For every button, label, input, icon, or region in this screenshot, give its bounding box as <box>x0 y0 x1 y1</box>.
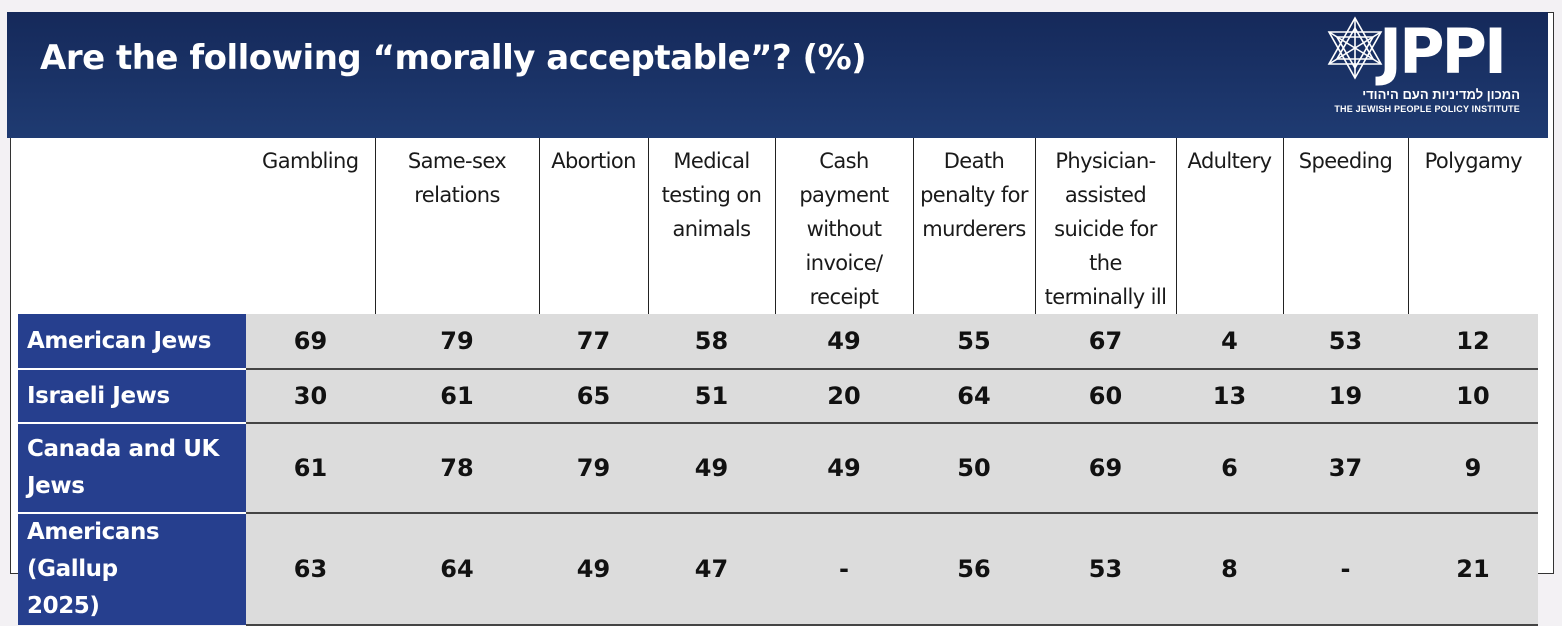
value-cell: 37 <box>1283 423 1408 514</box>
column-header-line: assisted <box>1064 183 1147 207</box>
row-label: Americans (Gallup 2025) <box>18 513 246 625</box>
value-cell: 64 <box>375 513 539 626</box>
column-header-line: testing on <box>661 183 762 207</box>
value-cell: 79 <box>539 423 648 514</box>
row-label-line: Canada and UK <box>27 436 219 462</box>
column-header: Polygamy <box>1407 138 1538 314</box>
value-cell: 12 <box>1408 314 1538 370</box>
value-cell: 49 <box>775 314 913 370</box>
column-header-line: Polygamy <box>1424 149 1523 173</box>
value-cell: 19 <box>1283 369 1408 424</box>
column-header-line: animals <box>672 217 752 241</box>
value-cell: 60 <box>1035 369 1176 424</box>
column-header-line: Medical <box>673 149 750 173</box>
value-cell: 64 <box>913 369 1035 424</box>
column-header: Adultery <box>1175 138 1283 314</box>
column-header: Cash payment without invoice/receipt <box>774 138 913 314</box>
value-cell: 49 <box>775 423 913 514</box>
column-header-line: relations <box>414 183 500 207</box>
column-header-line: terminally ill <box>1044 285 1167 309</box>
header-banner: Are the following “morally acceptable”? … <box>7 12 1548 138</box>
value-cell: 55 <box>913 314 1035 370</box>
column-header-line: Adultery <box>1187 149 1272 173</box>
column-header: Speeding <box>1282 138 1408 314</box>
value-cell: 49 <box>648 423 775 514</box>
value-cell: 67 <box>1035 314 1176 370</box>
row-label-line: American Jews <box>27 327 212 354</box>
column-header-line: Cash payment <box>799 149 889 207</box>
row-label: Israeli Jews <box>18 369 246 424</box>
value-cell: 58 <box>648 314 775 370</box>
row-label-line: Israeli Jews <box>27 382 170 409</box>
column-header: Medical testing on animals <box>647 138 775 314</box>
value-cell: 50 <box>913 423 1035 514</box>
value-cell: 61 <box>246 423 375 514</box>
value-cell: 51 <box>648 369 775 424</box>
value-cell: 10 <box>1408 369 1538 424</box>
logo-wordmark: JPPI <box>1379 15 1507 88</box>
value-cell: 77 <box>539 314 648 370</box>
value-cell: 61 <box>375 369 539 424</box>
column-header-line: penalty for <box>920 183 1028 207</box>
page-title: Are the following “morally acceptable”? … <box>40 38 867 78</box>
column-header: Same-sex relations <box>374 138 539 314</box>
column-header: Abortion <box>538 138 648 314</box>
value-cell: 53 <box>1035 513 1176 626</box>
column-header-line: murderers <box>922 217 1026 241</box>
value-cell: 4 <box>1176 314 1283 370</box>
value-cell: 79 <box>375 314 539 370</box>
column-header-line: Death <box>943 149 1005 173</box>
value-cell: 56 <box>913 513 1035 626</box>
column-header-line: invoice/ <box>805 251 884 275</box>
row-label: Canada and UK Jews <box>18 423 246 514</box>
jppi-logo: JPPI המכון למדיניות העם היהודי THE JEWIS… <box>1317 12 1532 132</box>
table-row: Canada and UK Jews 61 78 79 49 49 50 69 6 37 9 <box>18 423 1538 514</box>
table-row: Israeli Jews 30 61 65 51 20 64 60 13 19 10 <box>18 369 1538 424</box>
column-header-line: without <box>806 217 882 241</box>
value-cell: 63 <box>246 513 375 626</box>
value-cell: 9 <box>1408 423 1538 514</box>
value-cell: 13 <box>1176 369 1283 424</box>
value-cell: 8 <box>1176 513 1283 626</box>
column-header-line: Gambling <box>262 149 359 173</box>
logo-english-text: THE JEWISH PEOPLE POLICY INSTITUTE <box>1334 104 1520 114</box>
table-row: American Jews 69 79 77 58 49 55 67 4 53 12 <box>18 314 1538 370</box>
data-table: Gambling Same-sex relations Abortion Medical… <box>18 138 1538 626</box>
value-cell: 47 <box>648 513 775 626</box>
row-label-line: Americans (Gallup <box>27 519 160 582</box>
row-label-line: Jews <box>27 473 85 499</box>
value-cell: 78 <box>375 423 539 514</box>
value-cell: 53 <box>1283 314 1408 370</box>
value-cell: - <box>775 513 913 626</box>
value-cell: 6 <box>1176 423 1283 514</box>
value-cell: 69 <box>246 314 375 370</box>
value-cell: - <box>1283 513 1408 626</box>
column-header-line: Physician- <box>1055 149 1156 173</box>
table-body: American Jews 69 79 77 58 49 55 67 4 53 12 Israeli … <box>18 314 1538 626</box>
column-header-line: Same-sex <box>407 149 507 173</box>
column-header-line: Speeding <box>1298 149 1393 173</box>
logo-hebrew-text: המכון למדיניות העם היהודי <box>1362 87 1520 102</box>
row-label-line: 2025) <box>27 593 100 619</box>
column-header: Physician-assisted suicide for the termina… <box>1034 138 1176 314</box>
header-row: Gambling Same-sex relations Abortion Medical… <box>18 138 1538 314</box>
column-header: Gambling <box>246 138 375 314</box>
column-header-line: suicide for the <box>1054 217 1157 275</box>
value-cell: 65 <box>539 369 648 424</box>
value-cell: 20 <box>775 369 913 424</box>
row-label: American Jews <box>18 314 246 370</box>
star-of-david-icon <box>1327 16 1383 80</box>
column-header: Death penalty for murderers <box>912 138 1035 314</box>
table-row: Americans (Gallup 2025) 63 64 49 47-56 53 8-21 <box>18 513 1538 626</box>
value-cell: 30 <box>246 369 375 424</box>
value-cell: 69 <box>1035 423 1176 514</box>
column-header-line: Abortion <box>551 149 636 173</box>
value-cell: 49 <box>539 513 648 626</box>
column-header-line: receipt <box>809 285 879 309</box>
value-cell: 21 <box>1408 513 1538 626</box>
corner-cell <box>18 138 246 314</box>
